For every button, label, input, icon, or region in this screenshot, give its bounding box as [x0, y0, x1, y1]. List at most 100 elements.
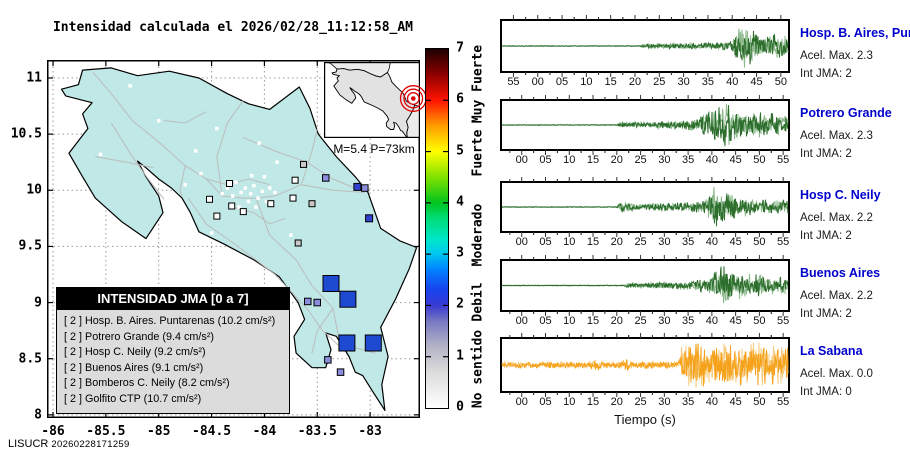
costa-rica-map-plot	[47, 60, 420, 418]
station-int1-group	[304, 174, 369, 376]
station-unfelt-marker	[239, 190, 243, 195]
accel-max-label: Acel. Max. 0.0	[800, 368, 873, 380]
seismo-tick-label: 40	[705, 396, 718, 408]
intensity-word-label: Fuerte	[470, 129, 486, 177]
seismo-tick-label: 20	[610, 236, 623, 248]
report-code: 20260228171259	[51, 439, 130, 450]
station-int2-marker	[322, 275, 340, 292]
jma-intensity-colorbar	[425, 48, 449, 409]
station-unfelt-marker	[237, 205, 241, 209]
y-axis-tick-label: 8	[34, 407, 42, 423]
seismo-tick-label: 45	[729, 236, 742, 248]
legend-item: [ 2 ] Hosp. B. Aires. Puntarenas (10.2 c…	[64, 315, 276, 327]
panel-ticks	[509, 95, 784, 155]
station-int0-marker	[239, 208, 247, 216]
seismo-tick-label: 55	[777, 154, 790, 166]
legend-title: INTENSIDAD JMA [0 a 7]	[57, 288, 289, 310]
station-int0-marker	[228, 202, 236, 210]
station-int1-marker	[324, 356, 332, 364]
x-axis-tick-label: -84	[252, 424, 277, 439]
seismo-tick-label: 25	[634, 154, 647, 166]
seismo-tick-label: 25	[634, 236, 647, 248]
station-unfelt-marker	[262, 175, 267, 179]
road-line	[95, 156, 154, 169]
station-unfelt-marker	[220, 191, 224, 196]
legend-station-list: [ 2 ] Hosp. B. Aires. Puntarenas (10.2 c…	[57, 310, 289, 413]
colorbar-number: 0	[456, 399, 464, 415]
station-int0-marker	[226, 180, 233, 187]
panel-ticks	[509, 255, 784, 316]
station-int2-group	[322, 275, 382, 352]
x-axis-tick-label: -85.5	[86, 424, 126, 439]
seismo-tick-label: 55	[507, 76, 520, 88]
legend-item: [ 2 ] Golfito CTP (10.7 cm/s²)	[64, 392, 202, 405]
station-int1-marker	[361, 184, 369, 192]
intensity-word-label: No sentido	[470, 329, 486, 408]
seismogram-panels	[500, 0, 910, 460]
station-unfelt-marker	[183, 182, 187, 187]
station-unfelt-marker	[234, 180, 238, 185]
station-int0-gray-marker	[294, 239, 302, 247]
seismo-tick-label: 15	[586, 396, 600, 408]
station-int1-marker	[304, 297, 312, 306]
station-unfelt-marker	[246, 199, 251, 204]
station-int0-group	[206, 176, 299, 220]
seismo-panel-svg	[500, 333, 790, 397]
seismo-tick-label: 40	[705, 315, 718, 327]
seismo-tick-label: 20	[610, 396, 623, 408]
intensity-word-label: Muy Fuerte	[470, 44, 486, 124]
map-axis-ticks	[48, 61, 419, 417]
station-unfelt-marker	[243, 186, 248, 190]
seismo-tick-label: 45	[750, 76, 763, 88]
station-unfelt-marker	[256, 196, 260, 200]
station-unfelt-marker	[128, 84, 132, 88]
seismo-panel-svg	[500, 177, 790, 237]
seismo-panel-svg	[500, 15, 790, 77]
seismo-tick-label: 40	[705, 236, 718, 248]
waveform-trace	[501, 30, 789, 65]
seismo-tick-label: 50	[753, 315, 766, 327]
station-int1-marker	[336, 368, 345, 376]
station-unfelt-marker	[273, 190, 277, 195]
accel-max-label: Acel. Max. 2.2	[800, 290, 873, 302]
seismo-tick-label: 05	[539, 236, 552, 248]
station-unfelt-marker	[254, 205, 258, 209]
station-unfelt-marker	[264, 199, 269, 204]
seismo-tick-label: 30	[658, 315, 671, 327]
legend-item: [ 2 ] Buenos Aires (9.1 cm/s²)	[64, 361, 204, 374]
intensity-word-label: Debil	[470, 282, 486, 322]
accel-max-label: Acel. Max. 2.3	[800, 130, 873, 142]
colorbar-number: 1	[456, 348, 464, 364]
accel-max-label: Acel. Max. 2.2	[800, 212, 873, 224]
seismo-tick-label: 25	[653, 76, 666, 88]
seismo-tick-label: 35	[681, 396, 695, 408]
seismo-tick-label: 35	[681, 154, 695, 166]
seismo-tick-label: 20	[628, 76, 642, 88]
seismo-panel-svg	[500, 95, 790, 155]
time-axis-label: Tiempo (s)	[614, 412, 676, 427]
station-unfelt-marker	[248, 191, 253, 196]
seismo-tick-label: 50	[753, 154, 766, 166]
colorbar-number: 4	[456, 194, 464, 210]
panel-ticks	[509, 177, 784, 237]
seismo-tick-label: 35	[681, 315, 695, 327]
seismo-tick-label: 30	[658, 154, 671, 166]
seismo-panel-svg	[500, 255, 790, 316]
magnitude-depth-label: M=5.4 P=73km	[333, 142, 415, 156]
int-jma-label: Int JMA: 2	[800, 230, 852, 242]
seismo-tick-label: 55	[777, 396, 790, 408]
y-axis-tick-label: 10	[26, 182, 42, 198]
legend-item: [ 2 ] Potrero Grande (9.4 cm/s²)	[64, 330, 215, 343]
page-title: Intensidad calculada el 2026/02/28_11:12…	[52, 20, 414, 35]
int-jma-label: Int JMA: 0	[800, 386, 852, 398]
station-unfelt-marker	[250, 173, 254, 178]
x-axis-tick-label: -83	[358, 424, 382, 439]
road-line	[187, 197, 339, 346]
x-axis-tick-label: -84.5	[191, 424, 232, 439]
road-line	[179, 165, 186, 197]
costa-rica-landmass	[60, 67, 418, 411]
seismo-tick-label: 10	[580, 76, 593, 88]
seismo-tick-label: 55	[777, 315, 790, 327]
colorbar-number: 3	[456, 245, 464, 261]
